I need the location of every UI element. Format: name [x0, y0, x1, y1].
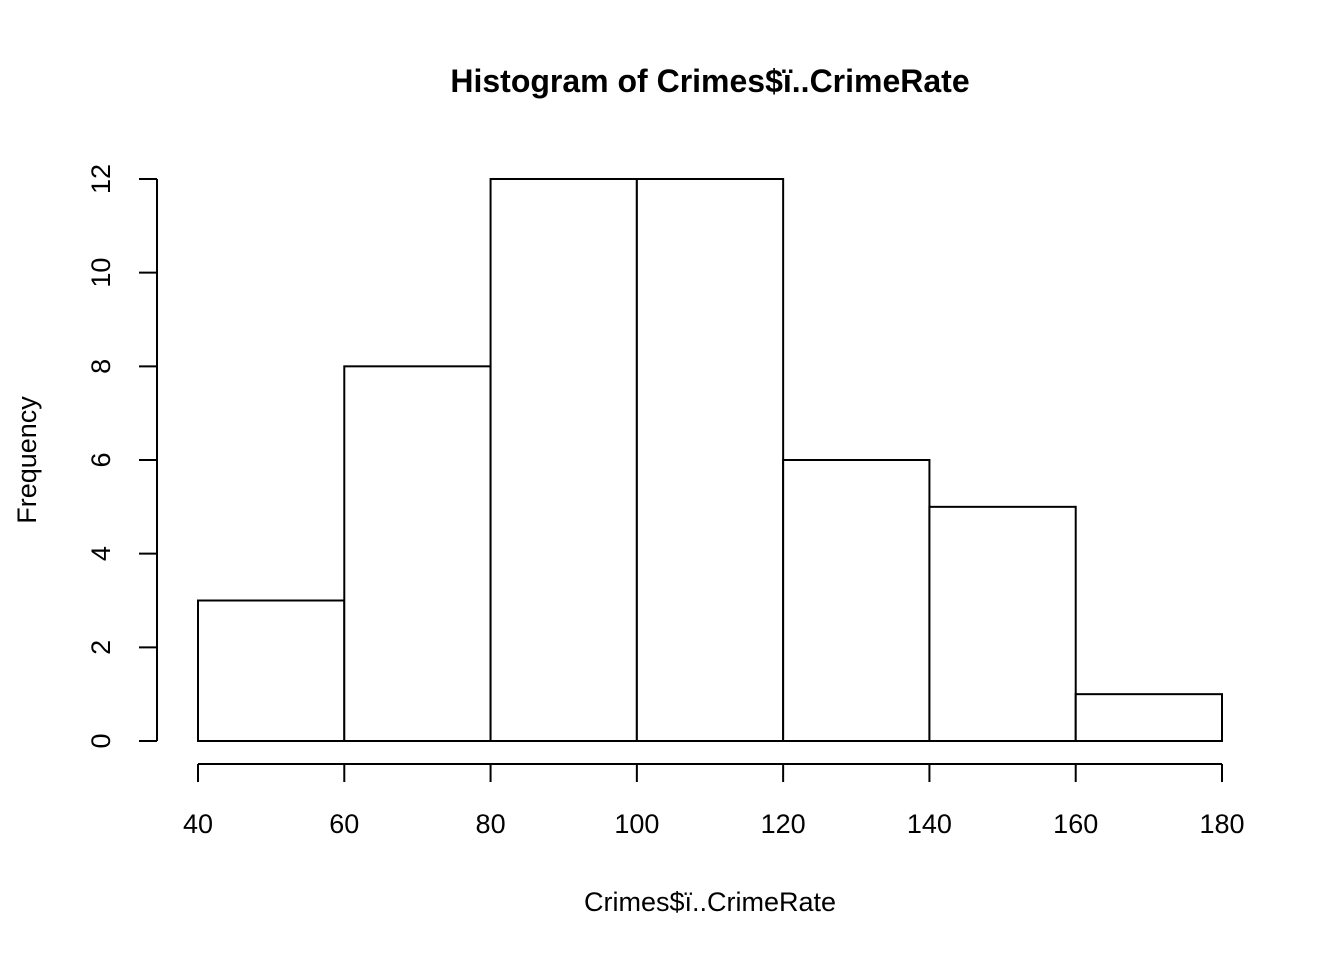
x-tick-label: 60 — [329, 809, 359, 839]
y-tick-label: 2 — [86, 640, 116, 655]
histogram-bar — [928, 505, 1077, 743]
x-tick-label: 120 — [761, 809, 806, 839]
histogram-bar — [197, 599, 346, 742]
x-tick-label: 160 — [1053, 809, 1098, 839]
histogram-bars — [197, 178, 1223, 743]
x-tick-label: 100 — [614, 809, 659, 839]
y-tick-label: 4 — [86, 546, 116, 561]
y-tick-label: 12 — [86, 164, 116, 194]
x-tick-label: 80 — [476, 809, 506, 839]
histogram-bar — [1074, 693, 1223, 743]
y-tick-label: 8 — [86, 359, 116, 374]
histogram-bar — [343, 365, 492, 742]
histogram-bar — [489, 178, 638, 742]
x-tick-label: 40 — [183, 809, 213, 839]
y-axis: 0 2 4 6 8 10 12 — [86, 164, 158, 749]
histogram-bar — [782, 459, 931, 742]
chart-title: Histogram of Crimes$ï..CrimeRate — [450, 63, 969, 99]
y-tick-label: 6 — [86, 452, 116, 467]
y-axis-label: Frequency — [12, 396, 42, 524]
x-axis: 40 60 80 100 120 140 160 180 — [183, 763, 1245, 839]
x-axis-label: Crimes$ï..CrimeRate — [584, 887, 836, 917]
y-tick-label: 10 — [86, 258, 116, 288]
y-tick-label: 0 — [86, 733, 116, 748]
x-tick-label: 180 — [1199, 809, 1244, 839]
histogram-bar — [635, 178, 785, 742]
x-tick-label: 140 — [907, 809, 952, 839]
